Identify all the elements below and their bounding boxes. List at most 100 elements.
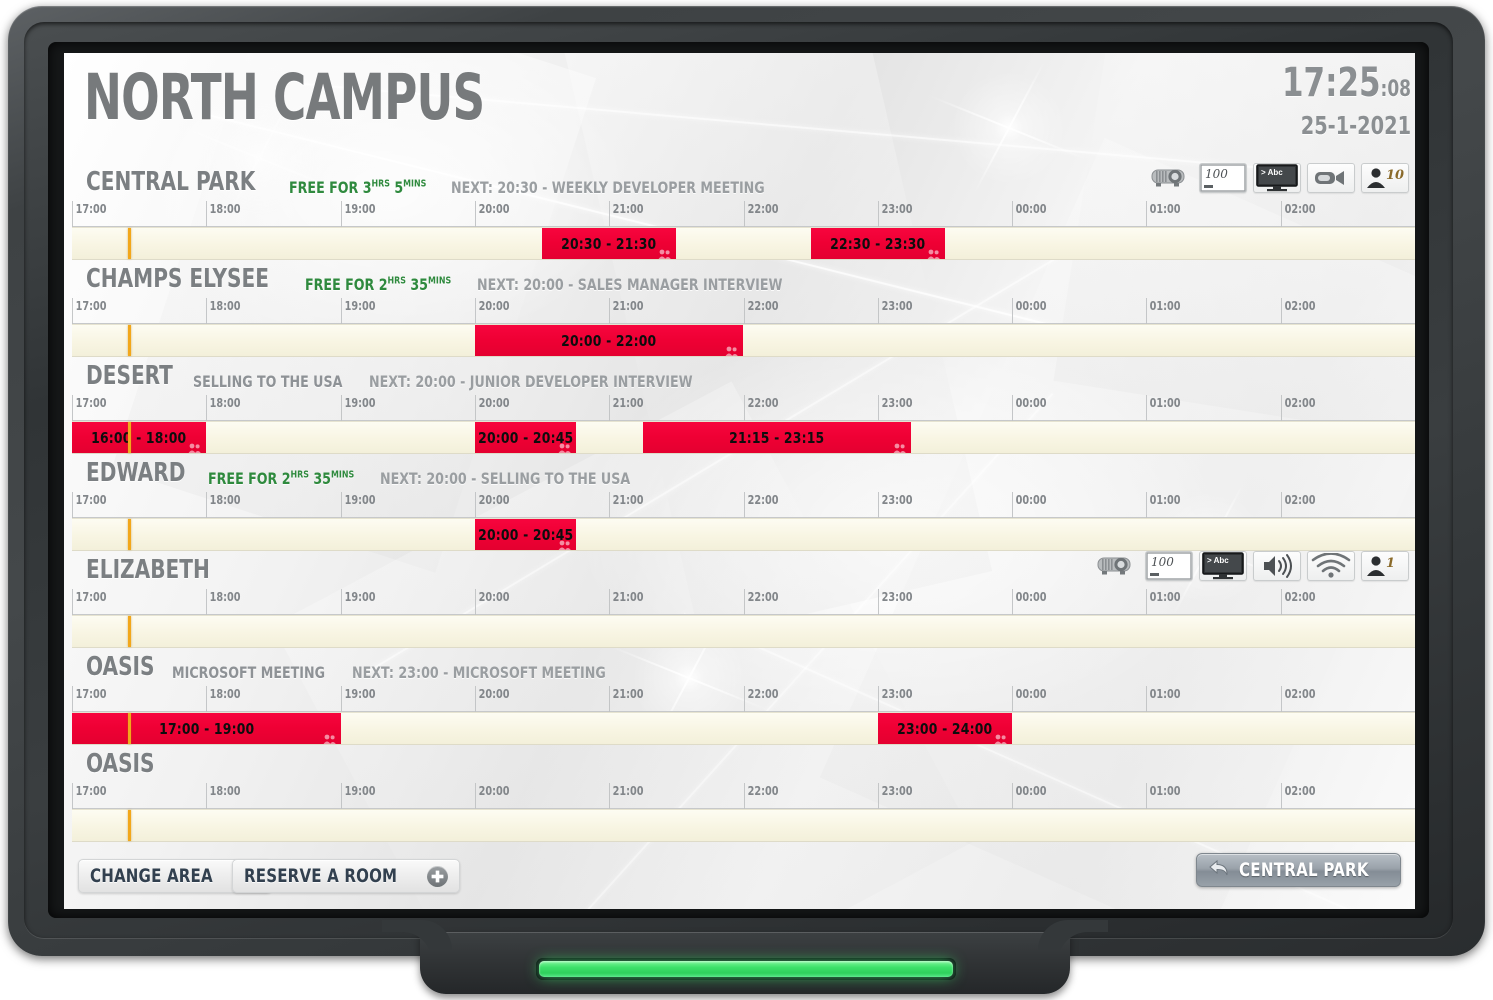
timeline-tick: 17:00 — [72, 298, 107, 324]
timeline-tick: 19:00 — [340, 783, 375, 809]
screen-icon: > Abc — [1253, 163, 1301, 193]
timeline-band[interactable]: 17:00 - 19:00 23:00 - 24:00 — [72, 712, 1415, 745]
timeline-tick: 17:00 — [72, 589, 107, 615]
svg-text:1: 1 — [1386, 556, 1395, 571]
timeline-tick: 20:00 — [474, 492, 509, 518]
timeline-tick: 21:00 — [609, 395, 644, 421]
room-header: DESERT SELLING TO THE USA NEXT: 20:00 - JU… — [64, 361, 1415, 395]
room-header: CHAMPS ELYSEE FREE FOR 2HRS 35MINS NEXT: 2… — [64, 264, 1415, 298]
svg-text:> Abc: > Abc — [1207, 556, 1229, 565]
booking-block[interactable]: 23:00 - 24:00 — [877, 713, 1013, 744]
room-row[interactable]: DESERT SELLING TO THE USA NEXT: 20:00 - JU… — [64, 361, 1415, 458]
capacity-icon: 10 — [1361, 163, 1409, 193]
room-name: DESERT — [86, 361, 173, 391]
room-row[interactable]: OASIS MICROSOFT MEETING NEXT: 23:00 - MICR… — [64, 652, 1415, 749]
timeline-tick: 19:00 — [340, 201, 375, 227]
timeline-tick: 23:00 — [877, 298, 912, 324]
attendees-icon — [558, 537, 572, 550]
svg-text:10: 10 — [1386, 168, 1404, 183]
projector-icon — [1147, 163, 1193, 193]
timeline-tick: 21:00 — [609, 201, 644, 227]
booking-time-label: 20:00 - 20:45 — [477, 525, 573, 544]
status-unit-hours: HRS — [371, 178, 390, 190]
room-status-text: SELLING TO THE USA — [193, 372, 343, 391]
whiteboard-icon: 100 — [1145, 551, 1193, 581]
timeline-tick: 23:00 — [877, 201, 912, 227]
timeline-tick: 18:00 — [206, 783, 241, 809]
attendees-icon — [893, 440, 907, 453]
timeline-tick: 19:00 — [340, 298, 375, 324]
timeline-tick: 23:00 — [877, 783, 912, 809]
booking-time-label: 23:00 - 24:00 — [897, 719, 993, 738]
timeline-tick: 02:00 — [1280, 201, 1315, 227]
timeline-tick: 00:00 — [1012, 298, 1047, 324]
timeline-band[interactable]: 20:00 - 22:00 — [72, 324, 1415, 357]
booking-block[interactable]: 20:30 - 21:30 — [542, 228, 677, 259]
timeline-band[interactable]: 16:00 - 18:00 20:00 - 20:45 21:15 - 23:15 — [72, 421, 1415, 454]
timeline-tick: 17:00 — [72, 395, 107, 421]
capacity-icon: 1 — [1361, 551, 1409, 581]
booking-time-label: 16:00 - 18:00 — [91, 428, 187, 447]
booking-block[interactable]: 20:00 - 20:45 — [474, 519, 576, 550]
wifi-icon — [1307, 551, 1355, 581]
back-to-room-button[interactable]: CENTRAL PARK — [1195, 853, 1401, 887]
status-unit-mins: MINS — [427, 275, 451, 287]
timeline-band[interactable]: 20:30 - 21:30 22:30 - 23:30 — [72, 227, 1415, 260]
timeline-tick: 02:00 — [1280, 298, 1315, 324]
room-status-text: FREE FOR 2HRS 35MINS — [207, 469, 354, 488]
current-time-marker — [127, 422, 131, 453]
booking-block[interactable]: 16:00 - 18:00 — [72, 422, 207, 453]
room-row[interactable]: CENTRAL PARK FREE FOR 3HRS 5MINS NEXT: 20:… — [64, 163, 1415, 264]
current-time-marker — [127, 228, 131, 259]
timeline-band[interactable] — [72, 809, 1415, 842]
booking-block[interactable]: 20:00 - 22:00 — [474, 325, 744, 356]
timeline-tick: 23:00 — [877, 686, 912, 712]
screen-footer: CHANGE AREA RESERVE A ROOM — [64, 851, 1415, 909]
timeline-tick: 22:00 — [743, 395, 778, 421]
room-header: OASIS MICROSOFT MEETING NEXT: 23:00 - MICR… — [64, 652, 1415, 686]
svg-text:100: 100 — [1151, 555, 1174, 569]
attendees-icon — [188, 440, 202, 453]
timeline-tick: 02:00 — [1280, 686, 1315, 712]
room-header: OASIS — [64, 749, 1415, 783]
timeline-tick: 23:00 — [877, 492, 912, 518]
timeline-tick: 02:00 — [1280, 783, 1315, 809]
screen-header: NORTH CAMPUS 17:25:08 25-1-2021 — [64, 53, 1415, 165]
timeline-tick: 19:00 — [340, 686, 375, 712]
room-amenities: 100 > Abc 10 — [1147, 163, 1409, 193]
timeline-band[interactable] — [72, 615, 1415, 648]
room-next-meeting: NEXT: 20:00 - SELLING TO THE USA — [379, 469, 630, 488]
timeline-tick: 00:00 — [1012, 492, 1047, 518]
booking-time-label: 22:30 - 23:30 — [830, 234, 926, 253]
reserve-room-button[interactable]: RESERVE A ROOM — [232, 859, 461, 893]
booking-block[interactable]: 21:15 - 23:15 — [642, 422, 912, 453]
timeline-tick: 00:00 — [1012, 686, 1047, 712]
room-name: OASIS — [86, 652, 155, 682]
timeline-tick: 22:00 — [743, 589, 778, 615]
booking-block[interactable]: 22:30 - 23:30 — [810, 228, 945, 259]
booking-block[interactable]: 17:00 - 19:00 — [72, 713, 341, 744]
timeline-tick: 18:00 — [206, 589, 241, 615]
booking-time-label: 21:15 - 23:15 — [729, 428, 825, 447]
room-amenities: 100 > Abc 1 — [1093, 551, 1409, 581]
room-row[interactable]: OASIS 17:00 18:00 19:00 20:00 21:00 22:00 23:00… — [64, 749, 1415, 846]
timeline-axis: 17:00 18:00 19:00 20:00 21:00 22:00 23:00 00:00… — [64, 492, 1415, 518]
status-unit-hours: HRS — [387, 275, 406, 287]
timeline-tick: 01:00 — [1146, 298, 1181, 324]
timeline-tick: 17:00 — [72, 201, 107, 227]
timeline-tick: 19:00 — [340, 492, 375, 518]
timeline-axis: 17:00 18:00 19:00 20:00 21:00 22:00 23:00 00:00… — [64, 201, 1415, 227]
booking-block[interactable]: 20:00 - 20:45 — [474, 422, 576, 453]
status-unit-mins: MINS — [330, 469, 354, 481]
room-row[interactable]: CHAMPS ELYSEE FREE FOR 2HRS 35MINS NEXT: 2… — [64, 264, 1415, 361]
room-name: OASIS — [86, 749, 155, 779]
room-row[interactable]: EDWARD FREE FOR 2HRS 35MINS NEXT: 20:00 - … — [64, 458, 1415, 555]
status-unit-hours: HRS — [290, 469, 309, 481]
room-status-text: MICROSOFT MEETING — [171, 663, 325, 682]
room-list: CENTRAL PARK FREE FOR 3HRS 5MINS NEXT: 20:… — [64, 163, 1415, 846]
room-row[interactable]: ELIZABETH 100 > Abc — [64, 551, 1415, 652]
timeline-tick: 20:00 — [474, 589, 509, 615]
timeline-tick: 22:00 — [743, 686, 778, 712]
current-time-marker — [127, 810, 131, 841]
timeline-band[interactable]: 20:00 - 20:45 — [72, 518, 1415, 551]
